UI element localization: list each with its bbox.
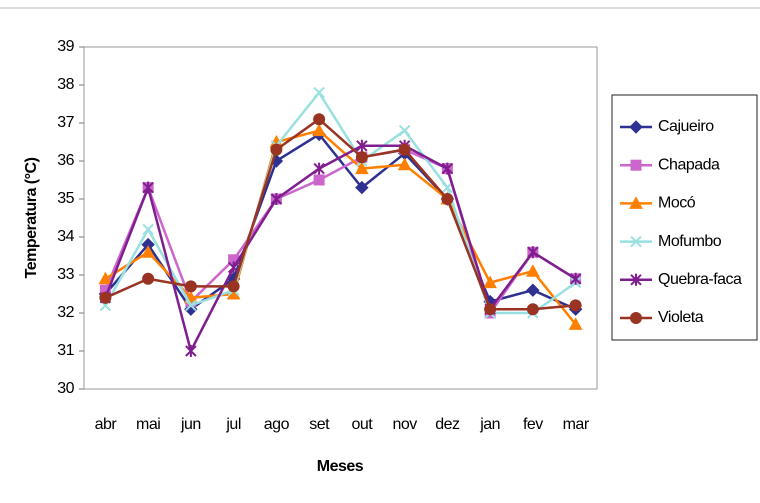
data-point: [313, 86, 325, 99]
data-point: [355, 151, 368, 164]
y-tick-label: 32: [57, 304, 74, 321]
data-point: [142, 272, 155, 285]
x-tick-label: out: [352, 416, 374, 433]
data-point: [313, 162, 325, 175]
data-point: [313, 113, 326, 126]
data-point: [398, 124, 411, 137]
x-tick-label: jul: [225, 416, 241, 433]
data-point: [526, 303, 539, 316]
x-tick-label: ago: [264, 416, 290, 433]
data-point: [185, 345, 197, 357]
data-point: [184, 280, 197, 293]
x-tick-label: abr: [95, 416, 118, 433]
data-point: [313, 174, 325, 186]
data-point: [98, 271, 113, 285]
y-tick-label: 37: [57, 114, 74, 131]
data-point: [355, 161, 369, 175]
data-point: [141, 245, 155, 258]
series-line: [104, 90, 577, 315]
x-tick-label: fev: [523, 416, 543, 433]
y-axis-label: Temperatura (°C): [23, 157, 40, 278]
x-axis-label: Meses: [317, 458, 364, 475]
legend-label: Cajueiro: [658, 118, 714, 135]
data-point: [441, 162, 454, 175]
data-point: [356, 139, 368, 152]
y-tick-label: 35: [57, 190, 74, 207]
data-point: [397, 157, 412, 171]
legend-label: Violeta: [658, 309, 704, 326]
data-point: [312, 123, 326, 137]
x-tick-label: set: [309, 416, 330, 433]
data-point: [142, 181, 154, 194]
y-tick-label: 34: [57, 228, 74, 245]
x-tick-label: jun: [180, 416, 201, 433]
data-point: [398, 143, 411, 156]
data-point: [526, 283, 540, 297]
data-point: [441, 193, 454, 205]
legend-marker: [630, 159, 642, 171]
data-point: [483, 275, 497, 289]
x-tick-label: dez: [435, 416, 460, 433]
data-point: [142, 223, 154, 236]
series-line: [104, 144, 577, 355]
legend-label: Quebra-faca: [658, 271, 742, 288]
data-point: [569, 272, 582, 285]
data-point: [227, 280, 240, 293]
legend-box: [611, 94, 758, 341]
legend-marker: [630, 235, 642, 248]
x-tick-label: mar: [563, 416, 590, 433]
data-point: [227, 261, 240, 274]
series-line: [104, 117, 576, 311]
plot-area: [83, 46, 598, 390]
legend-label: Mocó: [658, 195, 696, 212]
data-point: [270, 193, 283, 205]
legend-marker: [630, 312, 642, 324]
legend-label: Mofumbo: [658, 233, 722, 250]
data-point: [527, 246, 539, 259]
legend-label: Chapada: [658, 156, 720, 173]
legend-marker: [630, 273, 642, 286]
data-point: [99, 291, 112, 304]
y-tick-label: 39: [57, 38, 74, 55]
y-tick-label: 38: [57, 76, 74, 93]
x-tick-label: jan: [479, 416, 500, 433]
legend-marker: [629, 120, 643, 134]
data-point: [569, 299, 582, 312]
y-tick-label: 30: [57, 380, 74, 397]
data-point: [185, 299, 197, 312]
data-point: [526, 264, 540, 277]
series-line: [104, 148, 577, 316]
y-tick-label: 36: [57, 152, 74, 169]
x-tick-label: mai: [136, 416, 160, 433]
y-tick-label: 33: [57, 266, 74, 283]
data-point: [441, 181, 454, 194]
y-tick-label: 31: [57, 342, 74, 359]
data-point: [270, 143, 283, 156]
data-point: [355, 180, 369, 195]
data-point: [568, 317, 583, 330]
legend-marker: [629, 196, 643, 209]
data-point: [484, 303, 497, 316]
x-tick-label: nov: [392, 416, 417, 433]
